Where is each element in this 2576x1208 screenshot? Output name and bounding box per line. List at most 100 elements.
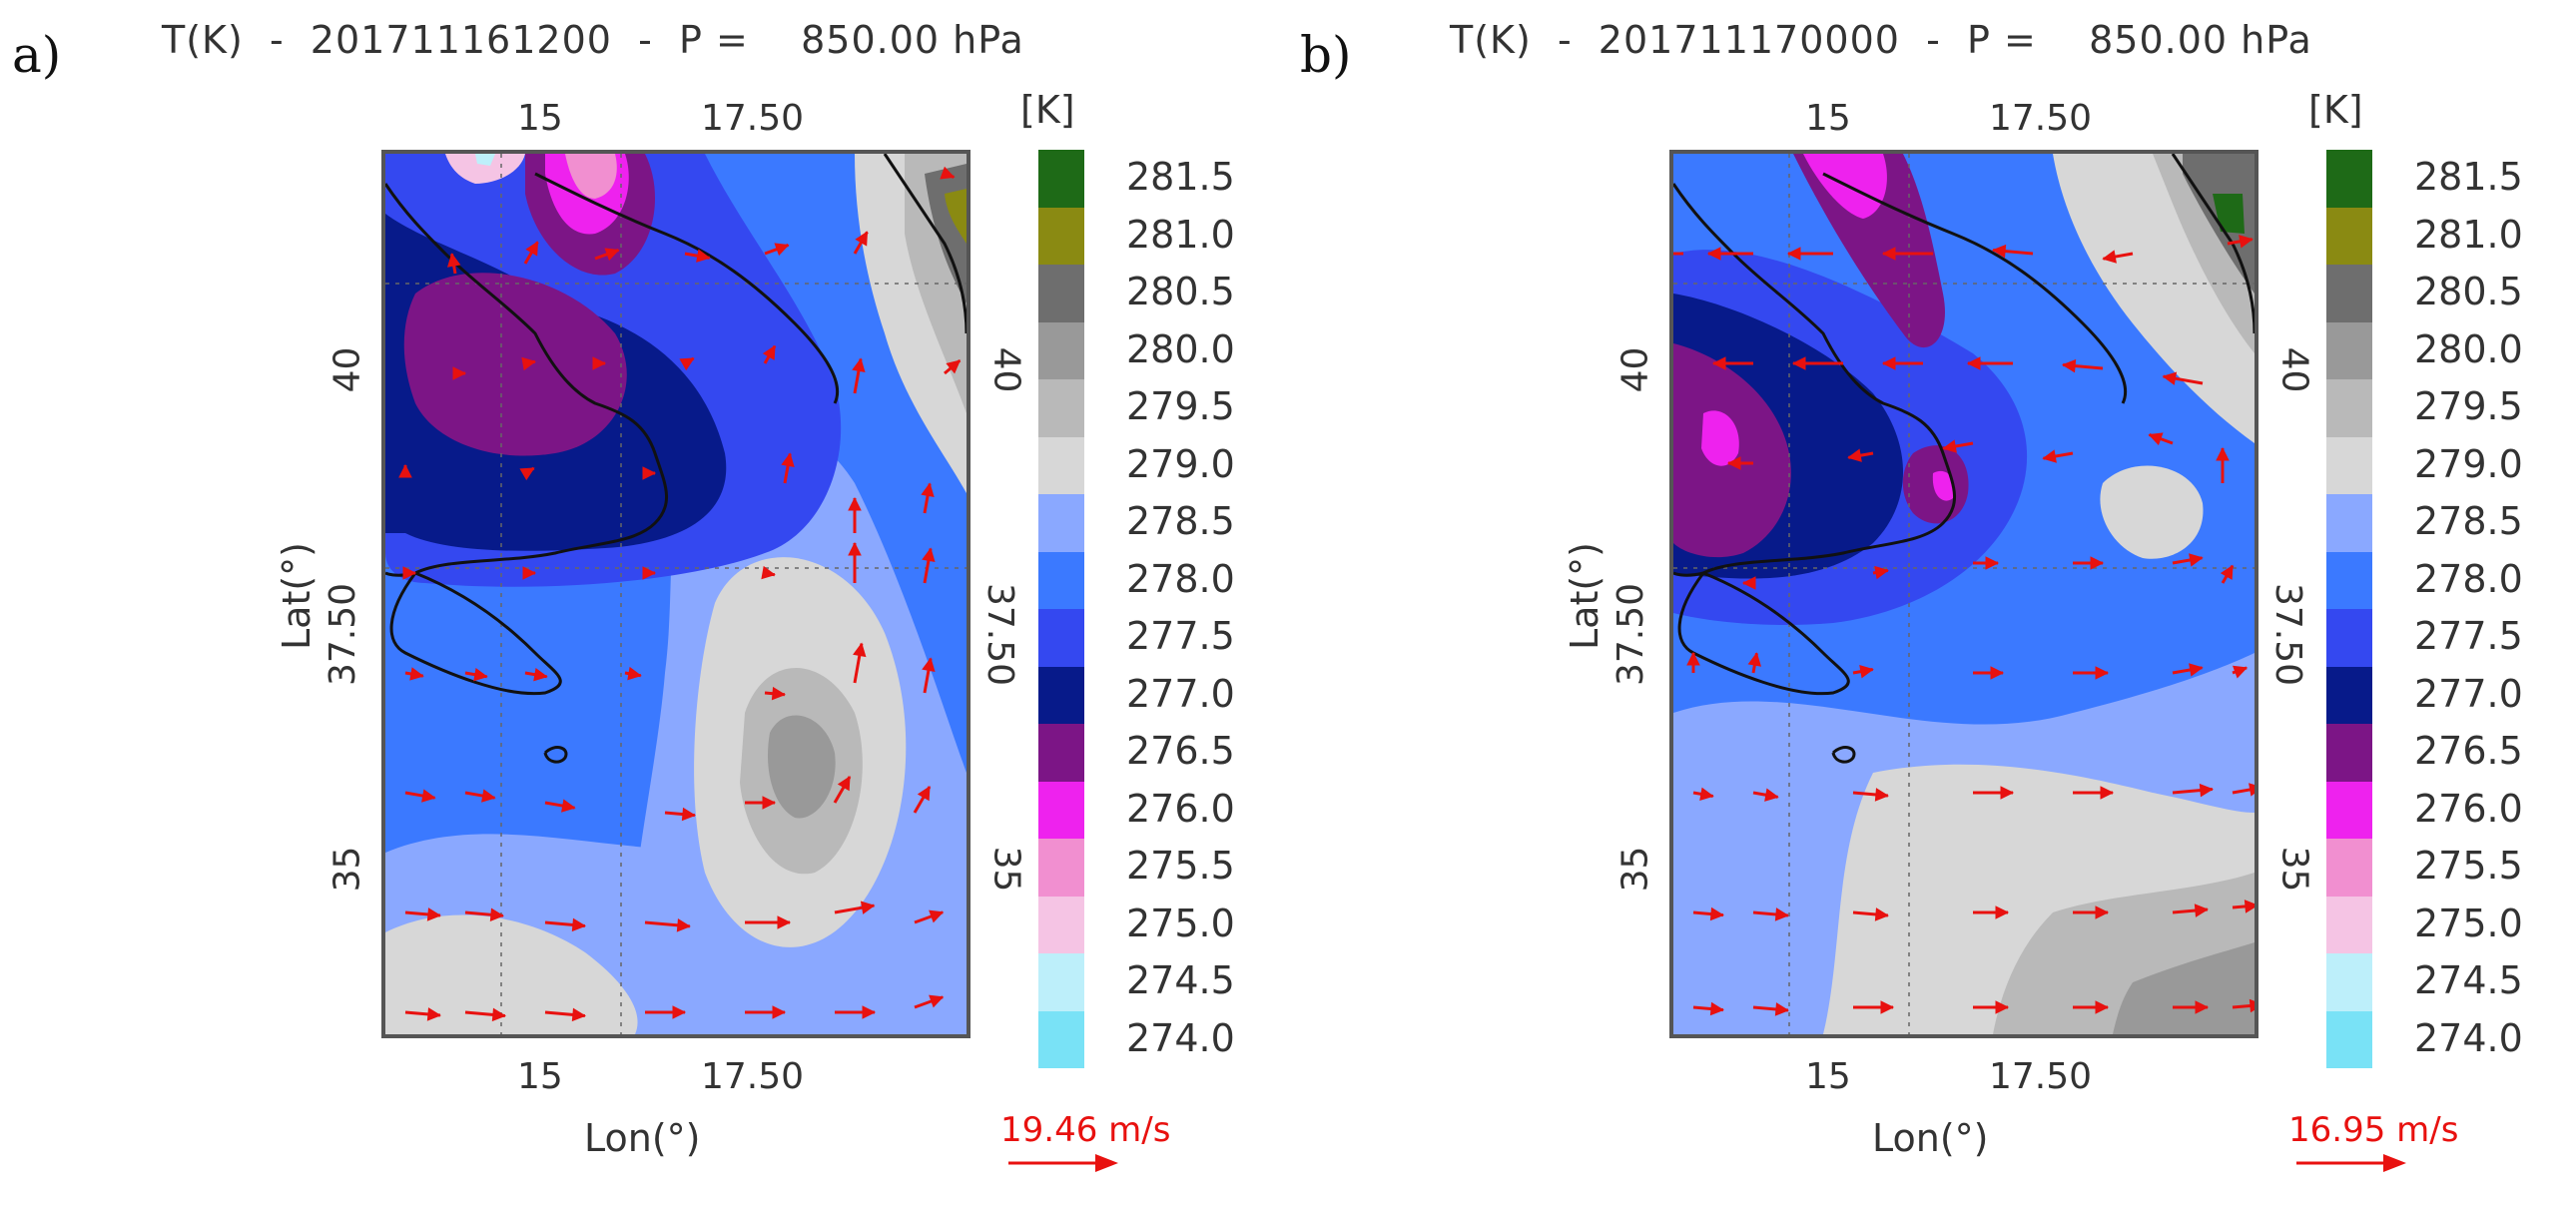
region-280.0 [767,715,836,819]
y-tick-left: 37.50 [322,582,364,687]
colorbar-unit: [K] [2308,88,2363,132]
region-276.5 [1793,154,1945,348]
colorbar-label: 275.0 [1126,901,1235,945]
wind-arrow-head [2148,432,2164,446]
panel-a: a) T(K) - 201711161200 - P = 850.00 hPa … [12,18,1235,1172]
colorbar-swatch [1038,1010,1084,1068]
colorbar-swatch [1038,896,1084,953]
region-276.0 [1701,410,1739,466]
colorbar-label: 278.0 [2414,556,2523,601]
wind-arrow-head [1859,664,1874,679]
map-svg [1673,154,2254,1034]
greece-coast [883,154,966,334]
wind-arrow-head [1711,356,1726,370]
wind-arrow-head [762,344,776,360]
wind-arrow-head [2095,666,2110,680]
adriatic-coast [534,172,840,404]
colorbar-label: 279.5 [2414,384,2523,428]
colorbar-label: 280.5 [1126,270,1235,313]
wind-vectors [1673,235,2254,1016]
region-281.0 [945,189,966,244]
wind-arrow-head [533,667,548,682]
wind-arrow-head [929,909,945,923]
wind-arrow-head [521,356,536,371]
wind-arrow-head [837,776,851,792]
wind-arrow-head [848,496,862,511]
wind-arrow-head [762,796,777,810]
x-tick-bottom: 15 [1805,1056,1851,1097]
y-tick-right: 35 [2273,846,2315,893]
temperature-map [381,150,970,1038]
colorbar-swatch [2326,379,2372,437]
wind-arrow-head [860,901,876,914]
x-tick-bottom: 17.50 [1989,1056,2093,1097]
colorbar-swatch [2326,609,2372,667]
region-275.0 [445,154,525,184]
colorbar-swatch [1038,379,1084,437]
wind-arrow-head [917,786,931,802]
wind-arrow-head [2249,998,2254,1013]
wind-arrow-head [627,666,642,681]
colorbar-label: 275.5 [1126,844,1235,888]
colorbar-swatch [1038,150,1084,208]
wind-arrow-head [2195,1000,2210,1014]
map-svg [385,154,966,1034]
wind-arrow-head [2249,783,2254,797]
wind-arrow-head [1881,247,1896,261]
wind-arrow-head [2062,358,2077,373]
wind-arrow-head [519,467,535,481]
wind-arrow-head [2000,786,2015,800]
chart-title: T(K) - 201711161200 - P = 850.00 hPa [162,18,1024,62]
wind-arrow-head [1874,907,1889,921]
wind-arrow-head [946,359,962,374]
wind-arrow-head [681,807,696,822]
wind-arrow-head [1995,1000,2010,1014]
wind-arrow-head [2194,904,2209,917]
wind-arrow-head [491,1007,506,1022]
wind-reference-arrow [1008,1154,1118,1172]
wind-arrow-head [592,356,607,370]
wind-arrow-head [1764,788,1779,802]
colorbar-swatch [1038,436,1084,494]
colorbar-label: 280.0 [1126,326,1235,371]
wind-arrow-head [1942,439,1957,453]
colorbar-label: 278.5 [1126,499,1235,543]
y-tick-right: 40 [2273,346,2315,393]
wind-arrow-head [489,907,504,922]
y-tick-right: 35 [985,846,1027,893]
wind-arrow-head [402,566,417,580]
wind-arrow-head [922,657,936,673]
colorbar-label: 274.0 [1126,1015,1235,1060]
wind-arrow-head [676,918,691,932]
wind-arrow-head [774,243,790,257]
region-274.5 [475,154,495,166]
wind-arrow-shaft [2232,1003,2254,1009]
colorbar-unit: [K] [1020,88,1075,132]
x-tick-top: 15 [517,98,563,139]
wind-arrow-head [922,547,936,563]
panel-label: b) [1300,26,1352,84]
wind-arrow-head [1995,906,2010,919]
wind-arrow-head [1874,565,1889,580]
wind-reference-value: 19.46 m/s [1000,1110,1171,1150]
colorbar-swatch [1038,494,1084,552]
colorbar-label: 278.0 [1126,556,1235,601]
y-tick-left: 35 [1614,846,1656,893]
colorbar-swatch [1038,953,1084,1011]
region-280.0 [2113,942,2254,1034]
colorbar-label: 274.5 [2414,958,2523,1002]
wind-arrow-head [522,566,537,580]
wind-arrow-head [1709,906,1724,921]
region-276.5 [403,273,627,456]
region-279.0 [385,914,638,1034]
sicily-coast [389,571,562,696]
colorbar-swatch [1038,207,1084,265]
colorbar-label: 275.0 [2414,901,2523,945]
wind-arrow-head [2162,371,2178,385]
wind-arrow-head [642,466,657,480]
malta-coast [1831,746,1856,764]
colorbar-swatch [1038,609,1084,667]
wind-arrow-head [2239,235,2254,249]
wind-arrow-head [409,667,424,681]
wind-arrow-head [1747,652,1762,667]
